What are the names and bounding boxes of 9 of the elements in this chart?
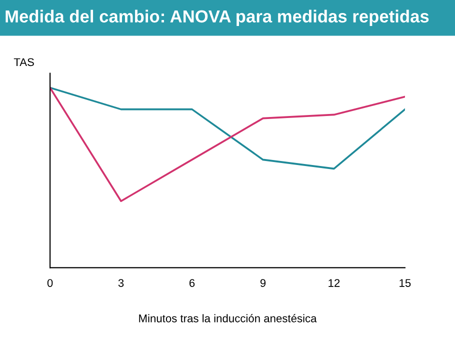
x-axis-title: Minutos tras la inducción anestésica — [139, 314, 317, 322]
x-tick-label: 15 — [400, 279, 411, 287]
x-tick-label: 12 — [328, 279, 340, 287]
x-tick-label: 0 — [47, 279, 53, 287]
y-axis-title: TAS — [14, 58, 34, 66]
x-tick-label: 9 — [260, 279, 266, 287]
x-tick-label: 6 — [189, 279, 195, 287]
x-tick-label: 3 — [118, 279, 124, 287]
chart-title: Medida del cambio: ANOVA para medidas repetidas — [6, 10, 429, 26]
